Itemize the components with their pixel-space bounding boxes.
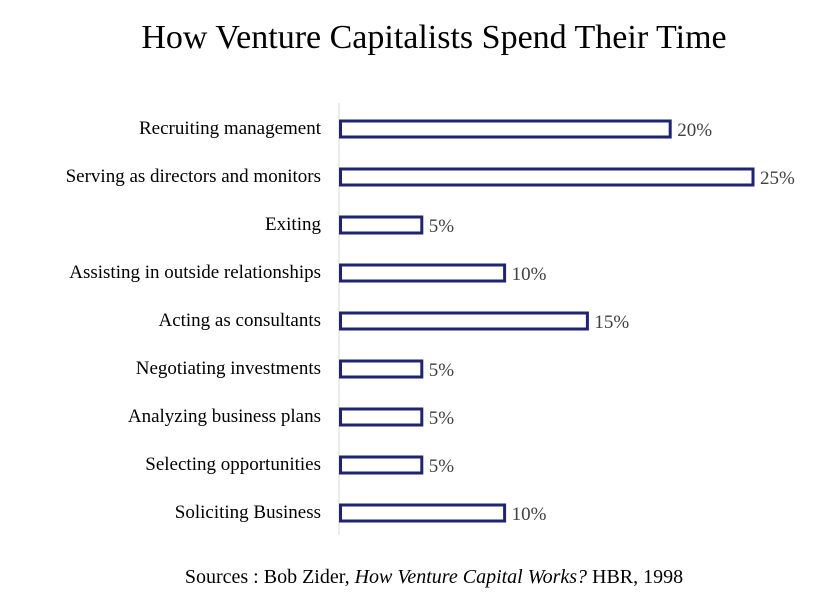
source-work: How Venture Capital Works? xyxy=(354,566,588,588)
category-label: Soliciting Business xyxy=(175,502,321,523)
data-label: 20% xyxy=(677,120,712,141)
category-label: Recruiting management xyxy=(139,118,322,139)
category-label: Negotiating investments xyxy=(136,358,321,379)
chart-title: How Venture Capitalists Spend Their Time xyxy=(141,19,727,56)
plot-area: Recruiting management 20% Serving as direc… xyxy=(66,103,795,535)
data-label: 5% xyxy=(429,408,455,429)
data-label: 5% xyxy=(429,456,455,477)
bar xyxy=(339,167,755,187)
data-label: 15% xyxy=(594,312,629,333)
category-label: Selecting opportunities xyxy=(145,454,321,475)
category-label: Assisting in outside relationships xyxy=(69,262,321,283)
source-note: Sources : Bob Zider, How Venture Capital… xyxy=(0,564,822,590)
bar xyxy=(339,359,424,379)
bar xyxy=(339,503,507,523)
category-label: Exiting xyxy=(265,214,321,235)
bar xyxy=(339,455,424,475)
category-label: Analyzing business plans xyxy=(128,406,321,427)
bar xyxy=(339,263,507,283)
category-label: Serving as directors and monitors xyxy=(66,166,321,187)
data-label: 5% xyxy=(429,360,455,381)
data-label: 10% xyxy=(512,504,547,525)
bar xyxy=(339,407,424,427)
data-label: 25% xyxy=(760,168,795,189)
bar xyxy=(339,215,424,235)
source-suffix: HBR, 1998 xyxy=(587,566,684,588)
category-label: Acting as consultants xyxy=(158,310,321,331)
source-prefix: Sources : Bob Zider, xyxy=(184,566,355,588)
data-label: 10% xyxy=(512,264,547,285)
bar xyxy=(339,119,672,139)
data-label: 5% xyxy=(429,216,455,237)
bar xyxy=(339,311,589,331)
